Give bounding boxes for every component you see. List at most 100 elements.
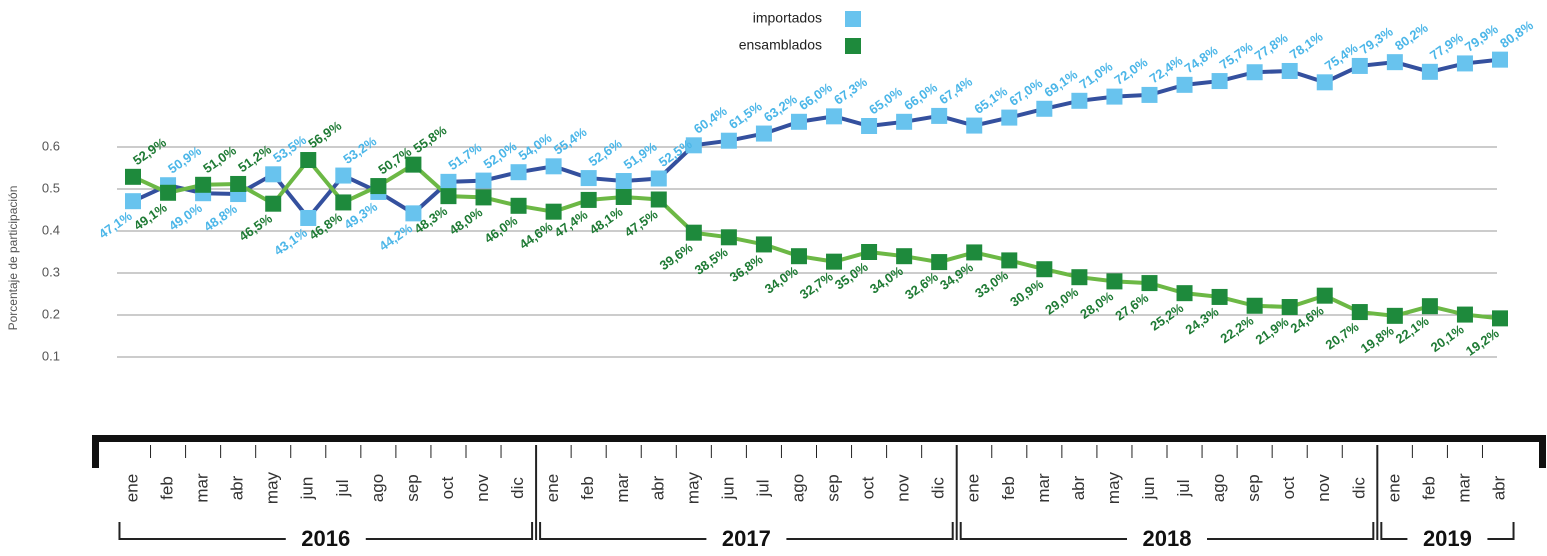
data-label: 36,8% (727, 251, 766, 285)
x-tick-label: abr (1069, 475, 1088, 500)
data-point (861, 118, 878, 134)
y-tick-label: 0.2 (42, 306, 60, 321)
data-label: 43,1% (271, 225, 310, 259)
x-tick-label: ene (122, 474, 141, 502)
x-tick-label: jul (1174, 479, 1193, 497)
data-label: 48,0% (446, 204, 485, 238)
data-label: 20,1% (1428, 321, 1467, 355)
x-tick-label: jul (753, 479, 772, 497)
data-label: 74,8% (1182, 42, 1221, 76)
x-tick-label: may (1104, 471, 1123, 504)
x-tick-label: nov (473, 474, 492, 502)
year-label: 2018 (1143, 526, 1192, 551)
year-label: 2019 (1423, 526, 1472, 551)
legend-swatch (845, 38, 861, 54)
timeline-end (1539, 435, 1546, 468)
data-point (1421, 298, 1438, 315)
series-line (132, 156, 1501, 321)
data-point (1281, 299, 1298, 316)
y-tick-label: 0.1 (42, 348, 60, 363)
data-point (650, 191, 667, 208)
data-point (1351, 304, 1368, 321)
x-tick-label: jun (1139, 477, 1158, 501)
x-tick-label: ago (1209, 474, 1228, 502)
data-label: 19,8% (1358, 323, 1397, 357)
x-tick-label: jun (718, 477, 737, 501)
data-label: 49,0% (166, 200, 205, 234)
data-point (1141, 275, 1158, 292)
data-label: 22,2% (1218, 313, 1257, 347)
legend-swatch (845, 11, 861, 27)
x-tick-label: may (683, 471, 702, 504)
data-point (1036, 261, 1053, 278)
data-point (1246, 297, 1263, 314)
data-point (966, 244, 983, 261)
x-tick-label: sep (824, 474, 843, 501)
data-point (1071, 269, 1088, 286)
data-label: 27,6% (1112, 290, 1151, 324)
data-label: 32,6% (902, 269, 941, 303)
data-label: 47,1% (96, 208, 135, 242)
data-point (1001, 109, 1018, 126)
x-tick-label: mar (613, 473, 632, 503)
data-point (1386, 54, 1403, 71)
data-point (1386, 307, 1403, 324)
data-point (1106, 88, 1123, 105)
data-point (1176, 76, 1193, 93)
data-point (1071, 92, 1088, 109)
data-point (1492, 51, 1508, 68)
y-tick-label: 0.5 (42, 180, 60, 195)
x-tick-label: sep (1244, 474, 1263, 501)
data-label: 39,6% (657, 239, 696, 273)
data-point (545, 158, 562, 175)
x-tick-label: jul (333, 479, 352, 497)
data-point (826, 108, 843, 125)
data-label: 44,2% (376, 220, 415, 254)
data-point (755, 125, 772, 142)
data-point (405, 156, 422, 173)
data-point (440, 173, 457, 190)
data-point (1246, 64, 1263, 81)
x-tick-label: ene (964, 474, 983, 502)
data-point (1456, 306, 1473, 323)
data-label: 20,7% (1323, 319, 1362, 353)
series-line (132, 57, 1501, 222)
data-label: 46,5% (236, 210, 275, 244)
y-tick-label: 0.4 (42, 222, 60, 237)
data-label: 66,0% (796, 79, 835, 113)
data-label: 77,8% (1252, 30, 1291, 64)
x-tick-label: jun (298, 477, 317, 501)
data-label: 79,3% (1357, 24, 1396, 58)
data-point (966, 117, 983, 134)
x-tick-label: mar (1454, 473, 1473, 503)
data-point (1316, 74, 1333, 91)
x-tick-label: sep (403, 474, 422, 501)
data-point (1351, 57, 1368, 74)
x-tick-label: ago (368, 474, 387, 502)
data-point (1421, 63, 1438, 80)
x-tick-label: feb (1419, 476, 1438, 500)
data-point (790, 113, 807, 130)
data-point (1316, 287, 1333, 304)
x-tick-label: oct (438, 476, 457, 499)
data-label: 44,6% (516, 218, 555, 252)
data-point (580, 191, 597, 208)
data-label: 51,9% (621, 139, 660, 173)
y-tick-label: 0.6 (42, 138, 60, 153)
data-point (1106, 273, 1123, 290)
data-label: 30,9% (1007, 276, 1046, 310)
data-label: 52,6% (586, 136, 625, 170)
data-point (510, 164, 527, 181)
data-label: 48,8% (201, 201, 240, 235)
data-label: 29,0% (1042, 284, 1081, 318)
x-tick-label: nov (1314, 474, 1333, 502)
data-label: 72,0% (1112, 54, 1151, 88)
data-point (720, 229, 737, 246)
data-point (405, 205, 422, 222)
data-point (1211, 73, 1228, 90)
data-label: 51,7% (446, 139, 485, 173)
data-point (1176, 285, 1193, 302)
data-label: 52,9% (130, 134, 169, 168)
data-label: 67,4% (936, 74, 975, 108)
